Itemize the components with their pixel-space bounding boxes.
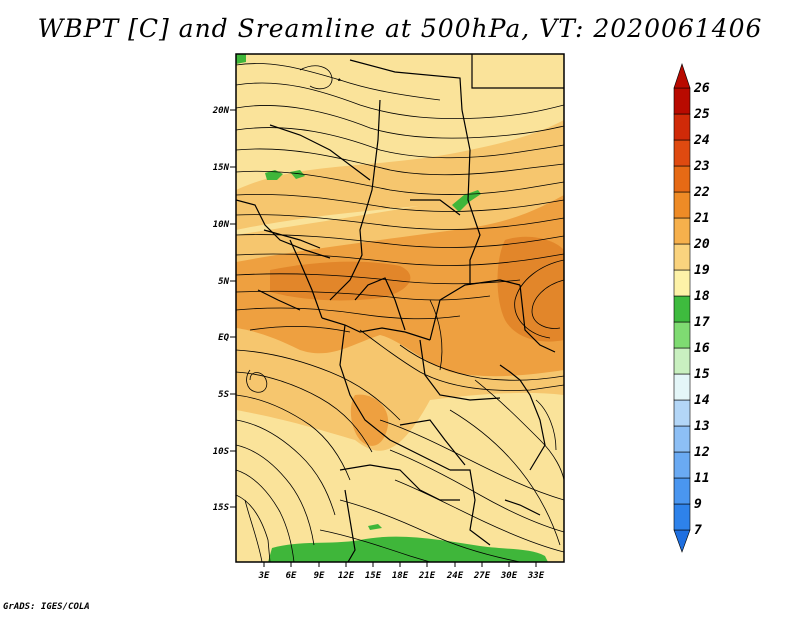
lon-label-3e: 3E — [258, 571, 270, 581]
lon-label-12e: 12E — [338, 571, 355, 581]
lat-label-10n: 10N — [213, 220, 230, 230]
colorbar-segment — [673, 451, 691, 479]
colorbar-label: 16 — [694, 341, 710, 356]
colorbar-segment — [673, 217, 691, 245]
green-patch-north — [265, 170, 283, 180]
lon-label-30e: 30E — [500, 571, 518, 581]
green-patch-south — [268, 536, 548, 562]
colorbar-segment — [673, 347, 691, 375]
colorbar-segment — [673, 373, 691, 401]
green-patch-north-2 — [290, 170, 305, 179]
green-patch-nw-edge — [236, 54, 246, 64]
colorbar-segment — [673, 243, 691, 271]
colorbar-segment — [673, 425, 691, 453]
colorbar-label: 24 — [693, 133, 710, 148]
lat-label-15n: 15N — [213, 163, 230, 173]
credit-label: GrADS: IGES/COLA — [3, 602, 90, 612]
colorbar-segment — [673, 191, 691, 219]
lon-label-9e: 9E — [314, 571, 325, 581]
colorbar-label: 7 — [694, 523, 702, 538]
colorbar-label: 20 — [693, 237, 710, 252]
latitude-axis: 20N 15N 10N 5N EQ 5S 10S 15S — [212, 106, 236, 513]
colorbar-segment — [673, 165, 691, 193]
colorbar-label: 22 — [693, 185, 710, 200]
colorbar-label: 14 — [694, 393, 710, 408]
lon-label-27e: 27E — [473, 571, 491, 581]
colorbar-label: 19 — [694, 263, 710, 278]
colorbar-label: 12 — [694, 445, 710, 460]
colorbar-label: 9 — [694, 497, 702, 512]
lon-label-6e: 6E — [286, 571, 297, 581]
lon-label-15e: 15E — [365, 571, 382, 581]
lon-label-33e: 33E — [527, 571, 545, 581]
lat-label-10s: 10S — [213, 447, 230, 457]
colorbar-label: 15 — [694, 367, 710, 382]
lon-label-24e: 24E — [446, 571, 464, 581]
lat-label-20n: 20N — [212, 106, 230, 116]
colorbar-segment — [673, 503, 691, 531]
wbpt-core-east — [497, 236, 564, 342]
lat-label-15s: 15S — [213, 503, 230, 513]
colorbar-label: 18 — [694, 289, 710, 304]
colorbar-lower-triangle — [673, 529, 691, 553]
colorbar-segment — [673, 269, 691, 297]
lat-label-eq: EQ — [218, 333, 229, 343]
country-boundaries — [236, 54, 564, 562]
lat-label-5n: 5N — [218, 277, 229, 287]
colorbar-label: 17 — [694, 315, 710, 330]
longitude-axis: 3E 6E 9E 12E 15E 18E 21E 24E 27E 30E 33E — [258, 562, 545, 581]
colorbar-label: 13 — [694, 419, 710, 434]
lon-label-21e: 21E — [418, 571, 436, 581]
colorbar-segment — [673, 321, 691, 349]
colorbar-label: 26 — [693, 81, 710, 96]
wbpt-band-20-north — [236, 120, 564, 230]
colorbar-label: 25 — [693, 107, 710, 122]
colorbar-segment — [673, 139, 691, 167]
lat-label-5s: 5S — [218, 390, 229, 400]
chart-title: WBPT [C] and Sreamline at 500hPa, VT: 20… — [37, 14, 763, 43]
green-patch-northeast — [452, 190, 481, 212]
colorbar-segment — [673, 295, 691, 323]
colorbar-label: 11 — [694, 471, 710, 486]
colorbar-label: 21 — [693, 211, 710, 226]
colorbar-segment — [673, 113, 691, 141]
colorbar-segment — [673, 477, 691, 505]
colorbar-segment — [673, 399, 691, 427]
lon-label-18e: 18E — [392, 571, 409, 581]
green-patch-sw — [368, 524, 382, 530]
streamlines — [236, 63, 564, 562]
wbpt-core-central — [270, 261, 411, 301]
colorbar: 7 9 11 12 13 14 15 16 17 18 19 20 21 22 23 24 25 26 — [673, 63, 710, 553]
map-panel — [236, 54, 564, 562]
colorbar-segment — [673, 87, 691, 115]
colorbar-upper-triangle — [673, 63, 691, 89]
colorbar-label: 23 — [693, 159, 710, 174]
